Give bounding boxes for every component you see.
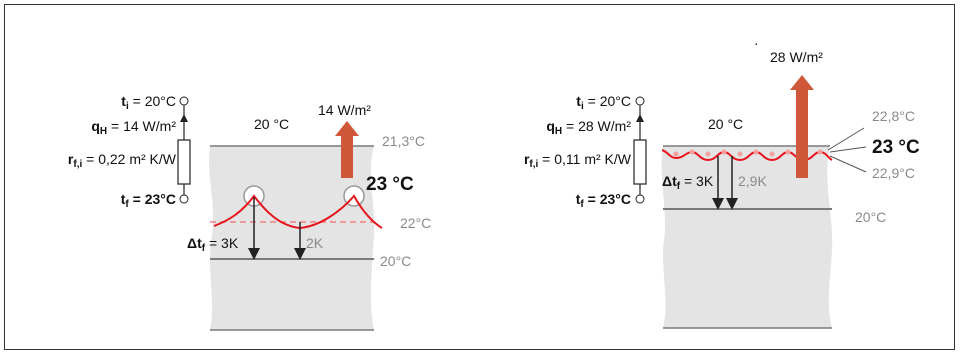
right-room-temp: 20 °C: [708, 116, 743, 132]
right-flux-label: 28 W/m²: [770, 49, 823, 65]
left-tf-label: tf = 23°C: [121, 191, 176, 210]
right-slab: [661, 146, 833, 328]
right-tf-node: [635, 194, 645, 204]
right-resistor: [633, 139, 647, 185]
left-tf-node: [179, 194, 189, 204]
right-pipe-dots: [673, 149, 823, 157]
left-heat-flux-arrow: [335, 121, 359, 178]
left-base-temp: 20°C: [380, 253, 411, 269]
right-surf-bot-temp: 22,9°C: [872, 165, 915, 181]
left-panel: ti = 20°C qH = 14 W/m² rf,i = 0,22 m² K/…: [68, 93, 431, 331]
right-delta-label: Δtf = 3K: [662, 173, 714, 192]
right-leader-top: [827, 127, 865, 151]
left-resistor: [177, 139, 191, 185]
left-ti-label: ti = 20°C: [121, 93, 176, 112]
right-base-temp: 20°C: [855, 209, 886, 225]
left-surface-temp: 21,3°C: [382, 133, 425, 149]
diagram-frame: [4, 4, 955, 350]
right-tf-label: tf = 23°C: [576, 191, 631, 210]
left-delta-label: Δtf = 3K: [187, 235, 239, 254]
left-pipe-plane-temp: 22°C: [400, 215, 431, 231]
right-leader-bot: [829, 155, 867, 173]
right-ti-label: ti = 20°C: [576, 93, 631, 112]
left-qh-label: qH = 14 W/m²: [91, 118, 176, 137]
right-qh-label: qH = 28 W/m²: [546, 118, 631, 137]
right-ti-node: [635, 96, 645, 106]
left-rf-label: rf,i = 0,22 m² K/W: [68, 151, 177, 170]
left-pipe-temp: 23 °C: [366, 174, 414, 195]
left-delta2-label: 2K: [306, 235, 324, 251]
right-delta2-label: 2,9K: [738, 173, 767, 189]
left-room-temp: 20 °C: [254, 116, 289, 132]
right-surf-top-temp: 22,8°C: [872, 108, 915, 124]
right-qh-arrowhead: [636, 114, 644, 122]
left-qh-arrowhead: [180, 114, 188, 122]
left-flux-label: 14 W/m²: [318, 102, 371, 118]
right-pipe-temp: 23 °C: [872, 137, 920, 158]
right-panel: ti = 20°C qH = 28 W/m² rf,i = 0,11 m² K/…: [524, 35, 920, 329]
left-ti-node: [179, 96, 189, 106]
right-rf-label: rf,i = 0,11 m² K/W: [524, 151, 632, 170]
right-dot: ·: [754, 35, 759, 51]
right-heat-flux-arrow: [790, 75, 814, 178]
right-leader-mid: [829, 146, 867, 153]
